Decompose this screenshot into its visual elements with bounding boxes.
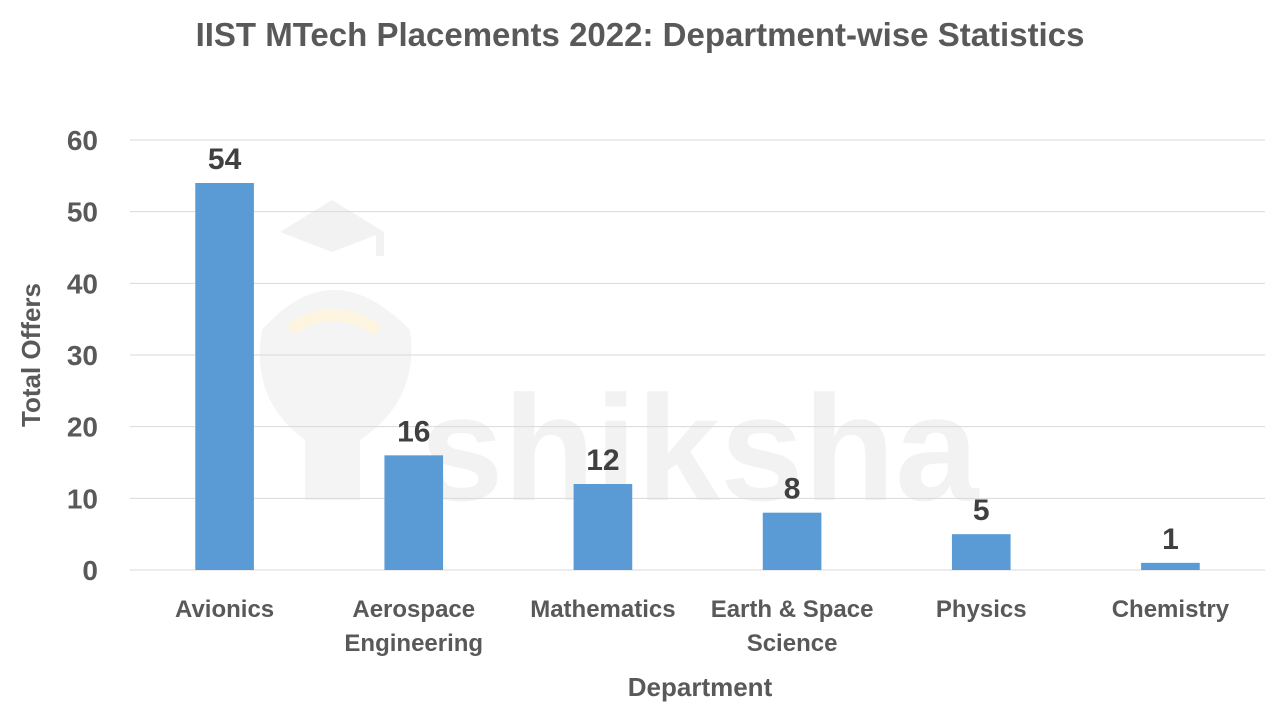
y-tick-label: 50 xyxy=(67,197,98,228)
y-axis-label: Total Offers xyxy=(16,283,46,427)
x-axis-label: Department xyxy=(628,672,773,702)
bars xyxy=(195,183,1200,570)
bar xyxy=(384,455,444,570)
bar xyxy=(573,484,633,570)
x-tick-label: Mathematics xyxy=(530,596,675,623)
shiksha-watermark: shiksha xyxy=(259,200,980,532)
y-tick-label: 10 xyxy=(67,483,98,514)
bar xyxy=(195,183,254,570)
data-labels: 54 16 12 8 5 1 xyxy=(208,143,1179,556)
x-tick-label: Aerospace Engineering xyxy=(344,596,483,657)
watermark-text: shiksha xyxy=(420,364,980,532)
bar xyxy=(1141,562,1200,570)
data-label: 54 xyxy=(208,143,242,176)
x-tick-label: Earth & Space Science xyxy=(711,596,874,657)
x-tick-label: Chemistry xyxy=(1112,596,1230,623)
y-tick-labels: 0 10 20 30 40 50 60 xyxy=(67,125,98,586)
bar xyxy=(762,512,822,570)
gridlines xyxy=(130,139,1265,571)
watermark-logo-icon xyxy=(259,200,412,500)
y-tick-label: 30 xyxy=(67,340,98,371)
x-tick-label: Physics xyxy=(936,596,1027,623)
x-tick-labels: Avionics Aerospace Engineering Mathematics E… xyxy=(175,596,1230,657)
data-label: 8 xyxy=(784,473,801,506)
y-tick-label: 60 xyxy=(67,125,98,156)
y-tick-label: 0 xyxy=(82,555,98,586)
data-label: 12 xyxy=(586,444,619,477)
y-tick-label: 20 xyxy=(67,412,98,443)
x-tick-label: Avionics xyxy=(175,596,274,623)
bar xyxy=(951,534,1011,570)
data-label: 16 xyxy=(397,415,430,448)
chart-title: IIST MTech Placements 2022: Department-w… xyxy=(196,16,1085,53)
y-tick-label: 40 xyxy=(67,268,98,299)
data-label: 1 xyxy=(1162,523,1179,556)
data-label: 5 xyxy=(973,494,990,527)
